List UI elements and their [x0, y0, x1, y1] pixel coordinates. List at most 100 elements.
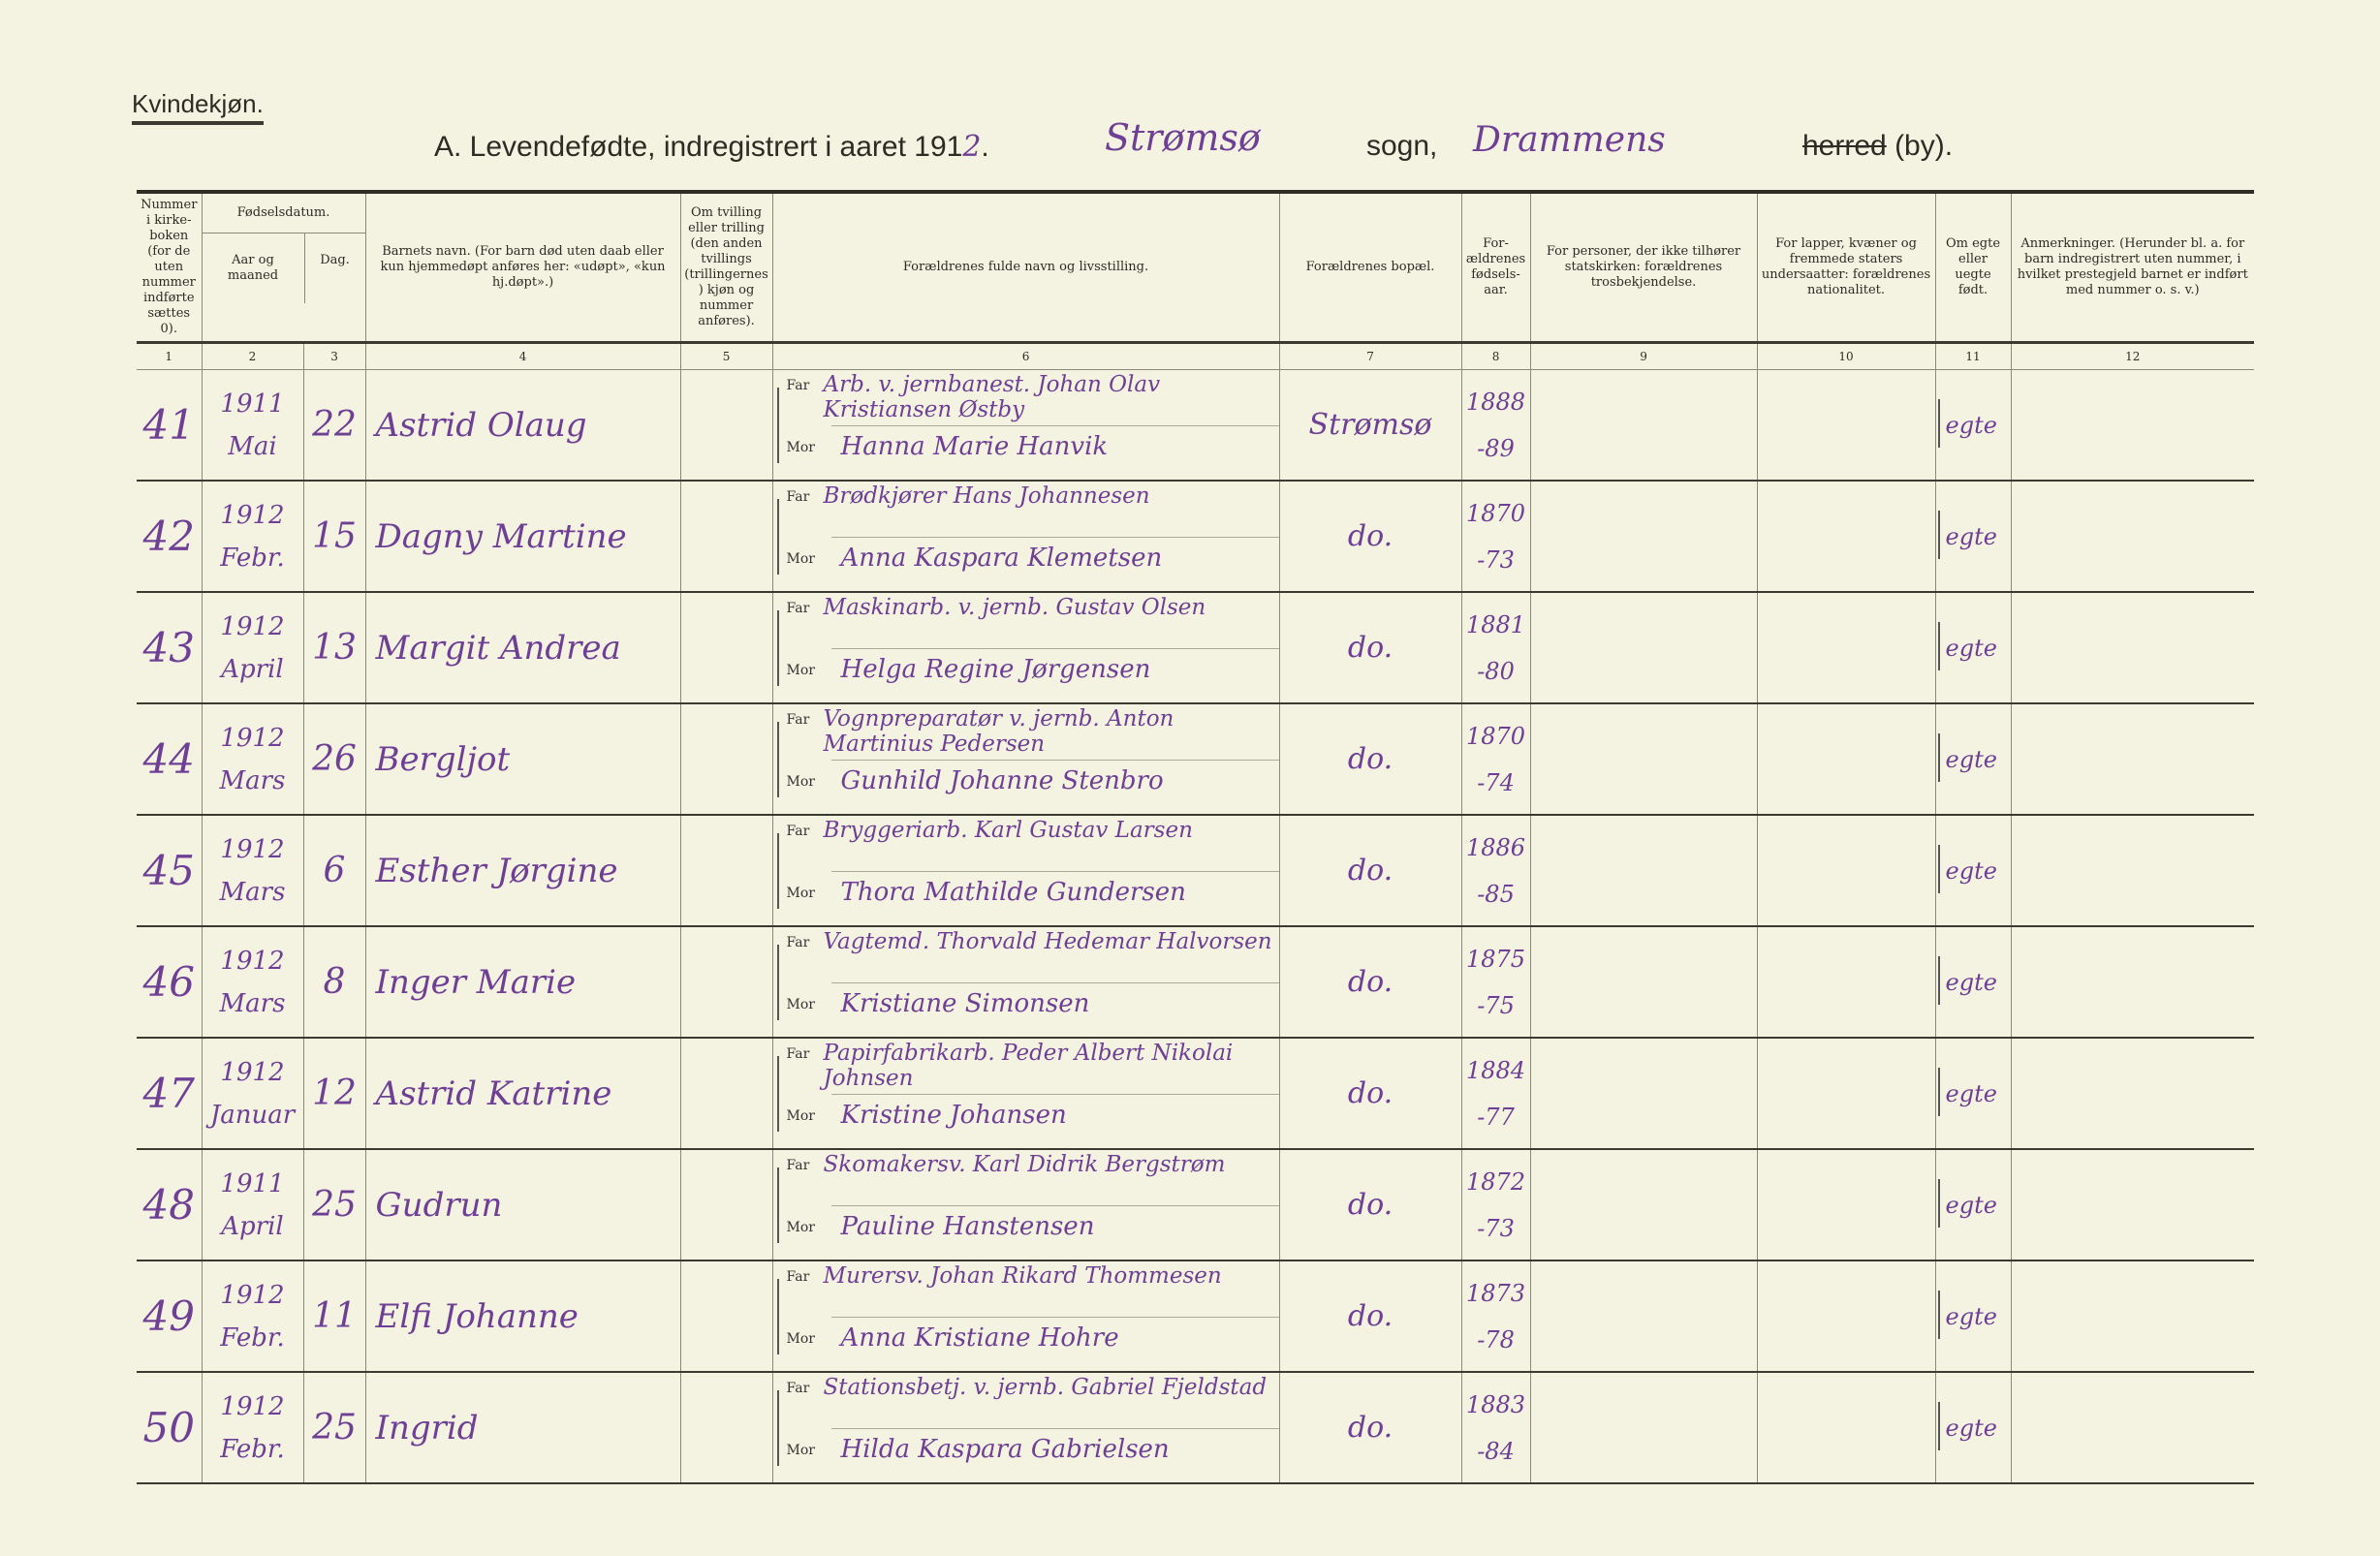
legitimacy-value: egte	[1945, 745, 1997, 773]
legitimacy-value: egte	[1945, 522, 1997, 550]
legitimacy: egte	[1934, 592, 2012, 704]
column-number: 6	[771, 342, 1280, 370]
column-number: 9	[1529, 342, 1758, 370]
column-header-label: Anmerkninger. (Herunder bl. a. for barn …	[2017, 236, 2248, 297]
father-name: Bryggeriarb. Karl Gustav Larsen	[823, 818, 1193, 843]
entry-number: 41	[137, 369, 202, 482]
column-header-label: Nummer i kirke-boken (for de uten nummer…	[141, 198, 198, 336]
table-row: 41 1911 Mai 22 Astrid Olaug Far Mor Arb. v. jer…	[137, 369, 2255, 482]
column-number: 5	[679, 342, 773, 370]
father-name: Brødkjører Hans Johannesen	[823, 483, 1150, 509]
entry-number: 43	[137, 592, 202, 704]
legitimacy: egte	[1934, 1038, 2012, 1150]
parents-birth-years: 1870 -74	[1460, 703, 1531, 816]
birthdate-group-header: Fødselsdatum.	[203, 194, 365, 233]
mother-birth-year: -73	[1477, 1214, 1515, 1242]
column-number: 8	[1460, 342, 1531, 370]
birth-year: 1912	[220, 1057, 285, 1087]
column-header-label: Forældrenes fulde navn og livsstilling.	[902, 260, 1149, 274]
birth-month: April	[221, 1211, 284, 1241]
register-table: Nummer i kirke-boken (for de uten nummer…	[137, 190, 2255, 1484]
child-name: Gudrun	[364, 1149, 681, 1261]
brace-mark	[776, 499, 779, 575]
brace-mark	[776, 945, 779, 1020]
mother-name: Anna Kaspara Klemetsen	[840, 544, 1163, 573]
parents-birth-years: 1884 -77	[1460, 1038, 1531, 1150]
nationality	[1756, 1149, 1936, 1261]
column-number: 3	[302, 342, 366, 370]
birth-year: 1912	[220, 611, 285, 641]
child-name: Elfi Johanne	[364, 1260, 681, 1373]
remarks	[2010, 369, 2255, 482]
religion	[1529, 703, 1758, 816]
table-row: 47 1912 Januar 12 Astrid Katrine Far Mor Papirf…	[137, 1038, 2255, 1150]
birth-month: Mars	[219, 988, 286, 1018]
mother-name: Pauline Hanstensen	[840, 1212, 1095, 1241]
entry-number: 50	[137, 1372, 202, 1484]
nationality	[1756, 369, 1936, 482]
brace-mark	[776, 1279, 779, 1354]
twin-info	[679, 1149, 773, 1261]
birth-year-month: 1911 Mai	[201, 369, 303, 482]
mother-birth-year: -74	[1477, 768, 1515, 796]
birth-year: 1912	[220, 834, 285, 864]
religion	[1529, 926, 1758, 1039]
child-name: Astrid Katrine	[364, 1038, 681, 1150]
father-name: Papirfabrikarb. Peder Albert Nikolai Joh…	[823, 1041, 1234, 1091]
legitimacy: egte	[1934, 481, 2012, 593]
father-birth-year: 1881	[1465, 610, 1526, 638]
twin-info	[679, 703, 773, 816]
column-header-label: Om tvilling eller trilling (den anden tv…	[684, 205, 768, 328]
parents-cell: Far Mor Arb. v. jernbanest. Johan Olav Kri…	[771, 369, 1280, 482]
father-birth-year: 1870	[1465, 499, 1526, 527]
child-name: Margit Andrea	[364, 592, 681, 704]
parents-birth-years: 1873 -78	[1460, 1260, 1531, 1373]
child-name: Bergljot	[364, 703, 681, 816]
parents-cell: Far Mor Skomakersv. Karl Didrik Bergstrøm P…	[771, 1149, 1280, 1261]
birth-year: 1912	[220, 1280, 285, 1310]
father-name: Stationsbetj. v. jernb. Gabriel Fjeldsta…	[823, 1375, 1268, 1400]
parents-cell: Far Mor Papirfabrikarb. Peder Albert Nikol…	[771, 1038, 1280, 1150]
entry-number: 45	[137, 815, 202, 927]
child-name: Esther Jørgine	[364, 815, 681, 927]
column-number: 4	[364, 342, 681, 370]
parents-birth-years: 1872 -73	[1460, 1149, 1531, 1261]
column-header-label: Barnets navn. (For barn død uten daab el…	[380, 244, 666, 290]
mor-label: Mor	[786, 1331, 815, 1347]
legitimacy: egte	[1934, 703, 2012, 816]
father-birth-year: 1870	[1465, 722, 1526, 750]
birth-month: Januar	[209, 1100, 296, 1130]
birth-month: Mars	[219, 765, 286, 795]
legitimacy: egte	[1934, 1149, 2012, 1261]
column-header-11: Om egte eller uegte født.	[1934, 192, 2012, 344]
legitimacy: egte	[1934, 926, 2012, 1039]
father-birth-year: 1888	[1465, 388, 1526, 416]
birth-year: 1911	[220, 389, 285, 419]
parents-birth-years: 1875 -75	[1460, 926, 1531, 1039]
remarks	[2010, 926, 2255, 1039]
column-number-row: 1 2 3 4 5 6 7 8 9 10 11 12	[137, 342, 2255, 370]
parents-birth-years: 1886 -85	[1460, 815, 1531, 927]
birth-year: 1912	[220, 500, 285, 530]
legitimacy: egte	[1934, 1372, 2012, 1484]
column-header-label: Om egte eller uegte født.	[1945, 236, 2001, 297]
column-header-label: For-ældrenes fødsels-aar.	[1465, 236, 1526, 297]
table-row: 44 1912 Mars 26 Bergljot Far Mor Vognpreparatør…	[137, 703, 2255, 816]
legitimacy: egte	[1934, 1260, 2012, 1373]
remarks	[2010, 703, 2255, 816]
father-birth-year: 1883	[1465, 1390, 1526, 1418]
brace-mark	[776, 610, 779, 686]
column-header-10: For lapper, kvæner og fremmede staters u…	[1756, 192, 1936, 344]
legitimacy: egte	[1934, 815, 2012, 927]
table-row: 49 1912 Febr. 11 Elfi Johanne Far Mor Murersv. …	[137, 1260, 2255, 1373]
far-label: Far	[786, 1158, 810, 1173]
column-number: 10	[1756, 342, 1936, 370]
mother-birth-year: -73	[1477, 545, 1515, 574]
mor-label: Mor	[786, 997, 815, 1012]
remarks	[2010, 1372, 2255, 1484]
residence: do.	[1278, 481, 1462, 593]
birth-month: Febr.	[220, 1434, 285, 1464]
far-label: Far	[786, 1046, 810, 1062]
column-header-8: For-ældrenes fødsels-aar.	[1460, 192, 1531, 344]
mother-name: Hilda Kaspara Gabrielsen	[840, 1435, 1170, 1464]
